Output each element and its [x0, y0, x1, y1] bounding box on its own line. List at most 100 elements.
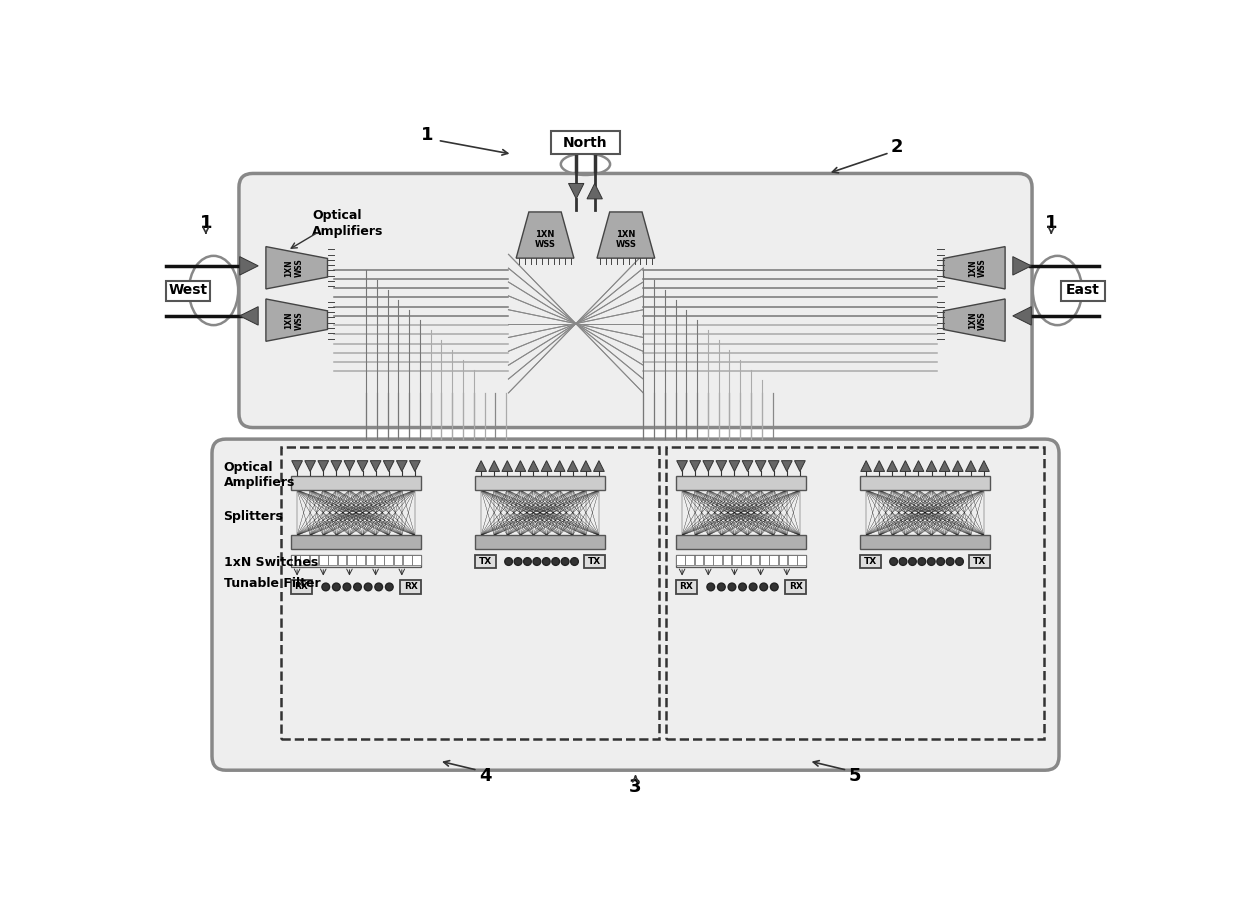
Bar	[374, 555, 383, 565]
Polygon shape	[978, 461, 990, 472]
Circle shape	[386, 583, 393, 590]
Bar	[713, 555, 722, 565]
Text: 1XN
WSS: 1XN WSS	[967, 310, 987, 329]
Circle shape	[890, 558, 898, 565]
Bar	[290, 554, 422, 567]
Polygon shape	[587, 184, 603, 199]
FancyBboxPatch shape	[239, 174, 1032, 428]
Polygon shape	[371, 461, 381, 472]
Text: Splitters: Splitters	[223, 509, 284, 523]
Bar	[859, 554, 882, 569]
Circle shape	[322, 583, 330, 590]
Bar	[789, 555, 797, 565]
Polygon shape	[913, 461, 924, 472]
Polygon shape	[944, 299, 1006, 341]
Polygon shape	[554, 461, 565, 472]
Bar	[760, 555, 769, 565]
Text: TX: TX	[864, 557, 877, 566]
Bar	[290, 536, 422, 549]
Text: 1XN
WSS: 1XN WSS	[284, 310, 304, 329]
Polygon shape	[317, 461, 329, 472]
Polygon shape	[689, 461, 701, 472]
Polygon shape	[239, 307, 258, 325]
Bar	[399, 580, 422, 594]
Bar	[770, 555, 777, 565]
Polygon shape	[926, 461, 937, 472]
Polygon shape	[409, 461, 420, 472]
Bar	[394, 555, 402, 565]
Bar	[329, 555, 337, 565]
Text: Tunable Filter: Tunable Filter	[223, 578, 320, 590]
Polygon shape	[343, 461, 355, 472]
Polygon shape	[489, 461, 500, 472]
Polygon shape	[580, 461, 591, 472]
Circle shape	[570, 558, 578, 565]
Bar	[676, 555, 684, 565]
Polygon shape	[397, 461, 407, 472]
Circle shape	[542, 558, 551, 565]
Circle shape	[562, 558, 569, 565]
Text: West: West	[169, 284, 207, 298]
Text: East: East	[1066, 284, 1100, 298]
Bar	[319, 555, 327, 565]
Polygon shape	[596, 212, 655, 258]
Circle shape	[505, 558, 512, 565]
Text: 1xN Switches: 1xN Switches	[223, 556, 317, 569]
Text: 4: 4	[479, 768, 491, 786]
Polygon shape	[568, 461, 578, 472]
Bar	[384, 555, 393, 565]
Circle shape	[946, 558, 954, 565]
Text: Optical
Amplifiers: Optical Amplifiers	[312, 210, 383, 238]
Bar	[310, 555, 319, 565]
Bar	[281, 446, 658, 740]
Text: RX: RX	[294, 582, 309, 591]
Polygon shape	[677, 461, 687, 472]
Polygon shape	[861, 461, 872, 472]
Polygon shape	[265, 299, 327, 341]
Polygon shape	[541, 461, 552, 472]
Bar	[291, 555, 300, 565]
Text: Optical
Amplifiers: Optical Amplifiers	[223, 462, 295, 490]
Bar	[666, 446, 1044, 740]
Circle shape	[515, 558, 522, 565]
Bar	[676, 536, 806, 549]
Circle shape	[523, 558, 531, 565]
Circle shape	[918, 558, 926, 565]
Polygon shape	[781, 461, 792, 472]
Polygon shape	[594, 461, 604, 472]
Circle shape	[749, 583, 756, 590]
Polygon shape	[476, 461, 486, 472]
Bar	[785, 580, 806, 594]
Bar	[290, 476, 422, 490]
Bar	[676, 580, 697, 594]
Text: 1: 1	[200, 214, 212, 232]
Bar	[475, 536, 605, 549]
Circle shape	[343, 583, 351, 590]
Text: RX: RX	[404, 582, 418, 591]
Circle shape	[533, 558, 541, 565]
Circle shape	[739, 583, 746, 590]
Bar	[475, 554, 496, 569]
Bar	[750, 555, 759, 565]
Polygon shape	[357, 461, 368, 472]
Polygon shape	[265, 247, 327, 289]
Text: TX: TX	[973, 557, 986, 566]
Polygon shape	[755, 461, 766, 472]
Bar	[859, 476, 991, 490]
Text: 5: 5	[848, 768, 862, 786]
Polygon shape	[966, 461, 976, 472]
Bar	[704, 555, 713, 565]
Text: TX: TX	[588, 557, 601, 566]
Polygon shape	[769, 461, 779, 472]
Bar	[686, 555, 694, 565]
Circle shape	[332, 583, 340, 590]
Polygon shape	[743, 461, 753, 472]
Bar	[779, 555, 787, 565]
Bar	[797, 555, 806, 565]
Bar	[366, 555, 374, 565]
Bar	[732, 555, 740, 565]
Polygon shape	[952, 461, 963, 472]
Bar	[403, 555, 412, 565]
Polygon shape	[515, 461, 526, 472]
Polygon shape	[715, 461, 727, 472]
